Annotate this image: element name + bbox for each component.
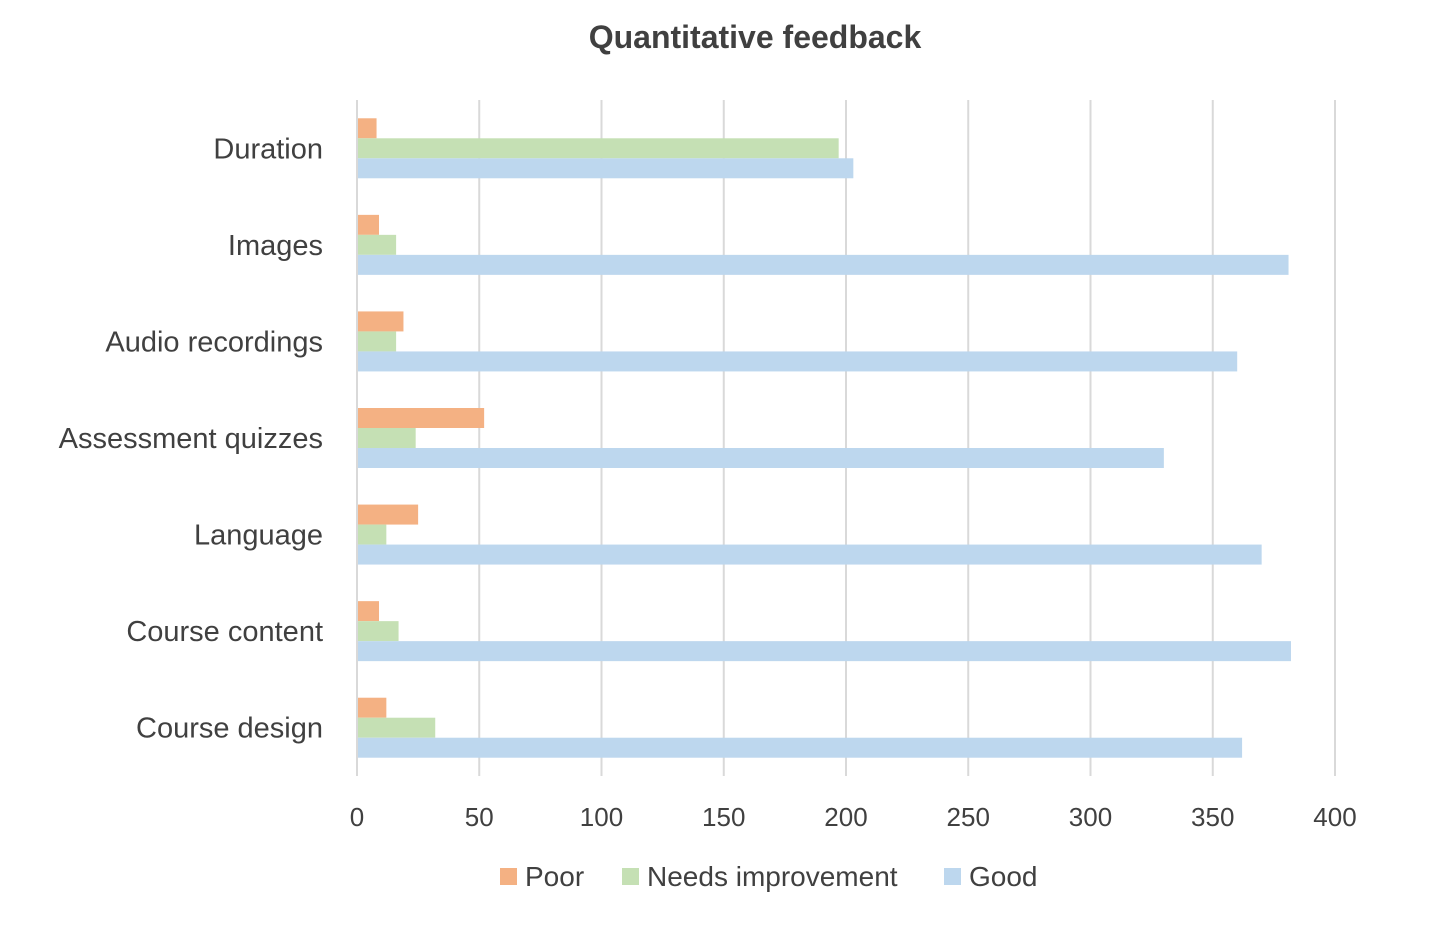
bar-needs-improvement <box>358 428 416 448</box>
bar-poor <box>358 311 404 332</box>
legend-label: Poor <box>525 861 584 892</box>
bar-poor <box>358 504 419 525</box>
category-label: Course content <box>126 616 323 648</box>
legend-label: Good <box>969 861 1038 892</box>
x-tick-label: 200 <box>824 802 867 832</box>
category-labels: Duration Images Audio recordings Assessment… <box>59 133 323 744</box>
bar-needs-improvement <box>358 234 397 255</box>
bars <box>358 118 1291 758</box>
bar-good <box>358 448 1164 468</box>
bar-good <box>358 544 1262 565</box>
category-label: Language <box>194 520 323 552</box>
bar-poor <box>358 118 377 139</box>
bar-needs-improvement <box>358 621 399 642</box>
x-tick-label: 400 <box>1313 802 1356 832</box>
bar-needs-improvement <box>358 524 387 545</box>
category-label: Assessment quizzes <box>59 423 323 455</box>
legend-label: Needs improvement <box>647 861 898 892</box>
bar-good <box>358 254 1289 275</box>
legend-swatch-needs-improvement <box>622 868 639 885</box>
bar-needs-improvement <box>358 138 839 159</box>
category-label: Audio recordings <box>105 326 323 358</box>
x-tick-label: 100 <box>580 802 623 832</box>
x-tick-label: 50 <box>465 802 494 832</box>
bar-good <box>358 351 1238 372</box>
category-label: Duration <box>213 133 323 165</box>
bar-poor <box>358 214 380 235</box>
x-tick-label: 150 <box>702 802 745 832</box>
x-tick-label: 250 <box>947 802 990 832</box>
bar-poor <box>358 601 380 622</box>
bar-good <box>358 158 854 179</box>
legend-swatch-poor <box>500 868 517 885</box>
x-tick-label: 350 <box>1191 802 1234 832</box>
bar-needs-improvement <box>358 717 436 738</box>
x-tick-label: 0 <box>350 802 364 832</box>
bar-poor <box>358 697 387 718</box>
category-label: Images <box>228 230 323 262</box>
x-tick-label: 300 <box>1069 802 1112 832</box>
bar-needs-improvement <box>358 331 397 352</box>
gridlines <box>356 100 1336 776</box>
legend-swatch-good <box>944 868 961 885</box>
bar-poor <box>358 408 485 428</box>
category-label: Course design <box>136 713 323 745</box>
bar-good <box>358 737 1243 758</box>
bar-good <box>358 641 1291 662</box>
tick-labels: 0 50 100 150 200 250 300 350 400 <box>350 802 1357 832</box>
legend: Poor Needs improvement Good <box>500 861 1038 892</box>
chart-title: Quantitative feedback <box>589 19 922 55</box>
